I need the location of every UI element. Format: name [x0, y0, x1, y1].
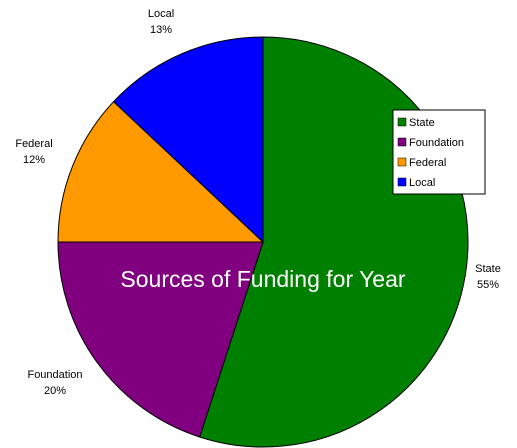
slice-value-federal: 12% — [23, 154, 45, 166]
pie-slices — [58, 37, 468, 447]
legend-label-state: State — [409, 117, 435, 129]
slice-value-state: 55% — [477, 279, 499, 291]
slice-label-state: State — [475, 263, 501, 275]
legend-swatch-local — [398, 178, 406, 186]
chart-title: Sources of Funding for Year — [120, 266, 405, 292]
slice-value-local: 13% — [150, 24, 172, 36]
legend: State Foundation Federal Local — [393, 110, 485, 194]
legend-label-foundation: Foundation — [409, 137, 464, 149]
legend-box — [393, 110, 485, 194]
legend-swatch-foundation — [398, 138, 406, 146]
slice-label-local: Local — [148, 8, 174, 20]
legend-swatch-federal — [398, 158, 406, 166]
slice-label-foundation: Foundation — [27, 369, 82, 381]
legend-swatch-state — [398, 118, 406, 126]
slice-label-federal: Federal — [15, 138, 52, 150]
legend-label-local: Local — [409, 177, 435, 189]
slice-value-foundation: 20% — [44, 385, 66, 397]
legend-label-federal: Federal — [409, 157, 446, 169]
